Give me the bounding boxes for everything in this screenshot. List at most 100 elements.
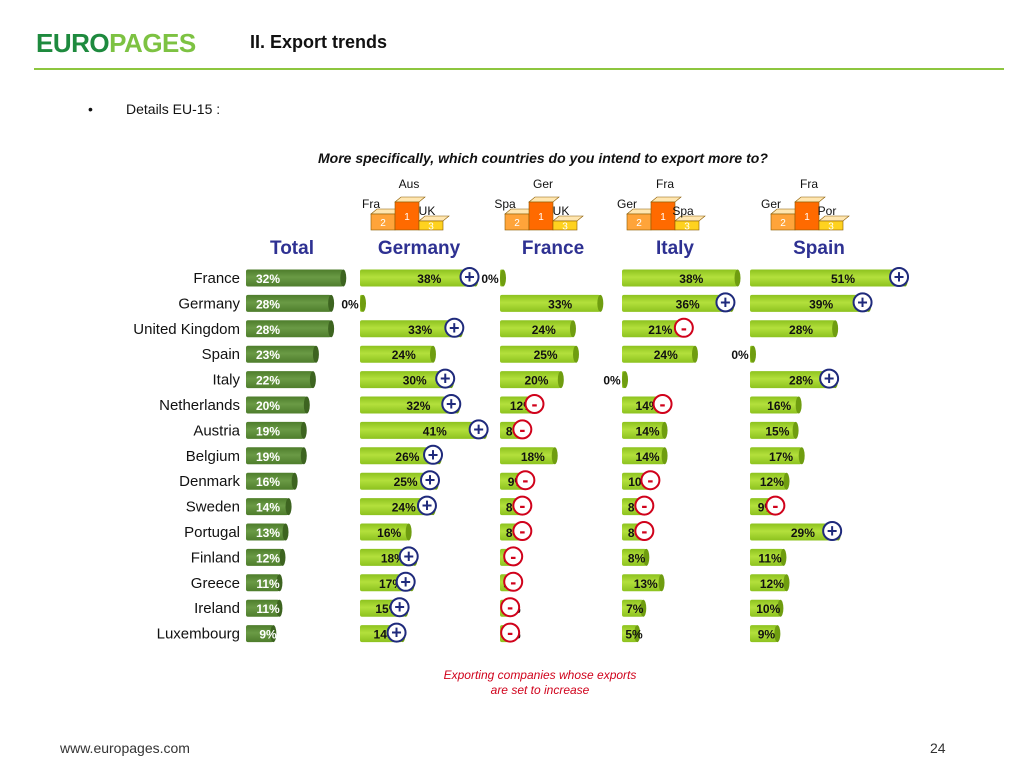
footer-url[interactable]: www.europages.com — [60, 740, 190, 756]
bar — [622, 548, 647, 566]
podium-country: Spa — [672, 204, 694, 218]
value-label: 36% — [676, 297, 700, 311]
bar — [750, 625, 778, 643]
minus-marker-symbol: - — [772, 496, 778, 516]
bar — [750, 548, 784, 566]
bar — [622, 345, 695, 363]
value-label: 0% — [603, 374, 621, 388]
value-label: 9% — [259, 628, 277, 642]
plus-marker-symbol: + — [440, 369, 451, 389]
trend-marker — [524, 394, 545, 414]
category-label: Spain — [202, 346, 240, 363]
value-label: 28% — [789, 323, 813, 337]
value-label: 16% — [767, 399, 791, 413]
column-heading: Italy — [656, 238, 694, 259]
value-label: 11% — [256, 602, 280, 616]
trend-marker — [515, 470, 536, 491]
bar — [622, 421, 665, 439]
minus-marker-symbol: - — [519, 521, 525, 541]
trend-marker — [673, 317, 694, 338]
value-label: 12% — [760, 577, 784, 591]
bar-end — [832, 320, 839, 338]
logo-euro: EURO — [36, 28, 110, 58]
value-label: 39% — [809, 297, 833, 311]
value-label: 19% — [256, 424, 280, 438]
podium-country: Ger — [761, 197, 781, 211]
trend-marker — [503, 571, 524, 592]
bar — [360, 421, 485, 439]
plus-marker-symbol: + — [391, 623, 402, 643]
trend-marker — [503, 546, 524, 567]
value-label: 16% — [256, 475, 280, 489]
bar — [360, 523, 409, 541]
value-label: 13% — [634, 577, 658, 591]
bar — [246, 548, 283, 566]
bar — [622, 447, 665, 465]
value-label: 0% — [481, 272, 499, 286]
bar — [750, 574, 787, 592]
podium-rank: 3 — [684, 222, 690, 233]
bar-end — [360, 294, 366, 312]
value-label: 21% — [648, 323, 672, 337]
bar-end — [777, 599, 784, 617]
bar — [246, 447, 304, 465]
bar-end — [500, 269, 506, 287]
bar — [622, 269, 738, 287]
podium-country: UK — [419, 204, 436, 218]
trend-marker — [512, 419, 533, 440]
minus-marker-symbol: - — [647, 470, 653, 490]
podium-rank: 1 — [660, 212, 666, 223]
page-number: 24 — [930, 740, 946, 756]
bar-end — [750, 345, 756, 363]
bar-end — [340, 269, 347, 287]
podium-rank: 2 — [636, 218, 642, 229]
bar — [360, 269, 476, 287]
plus-marker-symbol: + — [394, 597, 405, 617]
trend-marker — [435, 368, 456, 389]
bar — [360, 472, 436, 490]
podium-block — [674, 220, 700, 231]
chart-question: More specifically, which countries do yo… — [318, 150, 768, 166]
minus-marker-symbol: - — [681, 318, 687, 338]
bar-end — [276, 574, 283, 592]
trend-marker — [634, 521, 655, 541]
bar-end — [783, 574, 790, 592]
value-label: 17% — [769, 450, 793, 464]
podium-country: Ger — [617, 197, 637, 211]
bar-end — [661, 421, 668, 439]
category-label: Sweden — [186, 499, 240, 516]
value-label: 0% — [341, 297, 359, 311]
plus-marker-symbol: + — [824, 369, 835, 389]
category-label: Ireland — [194, 600, 240, 617]
trend-marker — [441, 394, 462, 414]
bullet-marker: • — [88, 101, 93, 117]
bar — [500, 371, 561, 389]
bar — [750, 269, 906, 287]
column-heading: France — [522, 238, 584, 259]
value-label: 33% — [548, 297, 572, 311]
category-label: Denmark — [179, 473, 240, 490]
bar-end — [300, 447, 307, 465]
category-label: France — [193, 270, 240, 287]
bar-end — [573, 345, 579, 363]
footnote-line-1: Exporting companies whose exports — [443, 668, 637, 682]
value-label: 29% — [791, 526, 815, 540]
trend-marker — [715, 292, 736, 313]
value-label: 24% — [532, 323, 556, 337]
value-label: 28% — [256, 323, 280, 337]
bar-end — [597, 294, 604, 312]
trend-marker — [444, 317, 465, 338]
plus-marker-symbol: + — [720, 292, 731, 312]
bar-end — [783, 472, 790, 490]
podium-top — [794, 196, 826, 203]
bar-end — [291, 472, 298, 490]
bar-end — [557, 371, 564, 389]
value-label: 25% — [394, 475, 418, 489]
bar — [360, 498, 433, 516]
trend-marker — [640, 470, 661, 491]
bar-end — [551, 447, 558, 465]
podium-block — [818, 220, 844, 231]
podium-block — [794, 201, 820, 231]
bar-end — [303, 396, 310, 414]
minus-marker-symbol: - — [641, 496, 647, 516]
